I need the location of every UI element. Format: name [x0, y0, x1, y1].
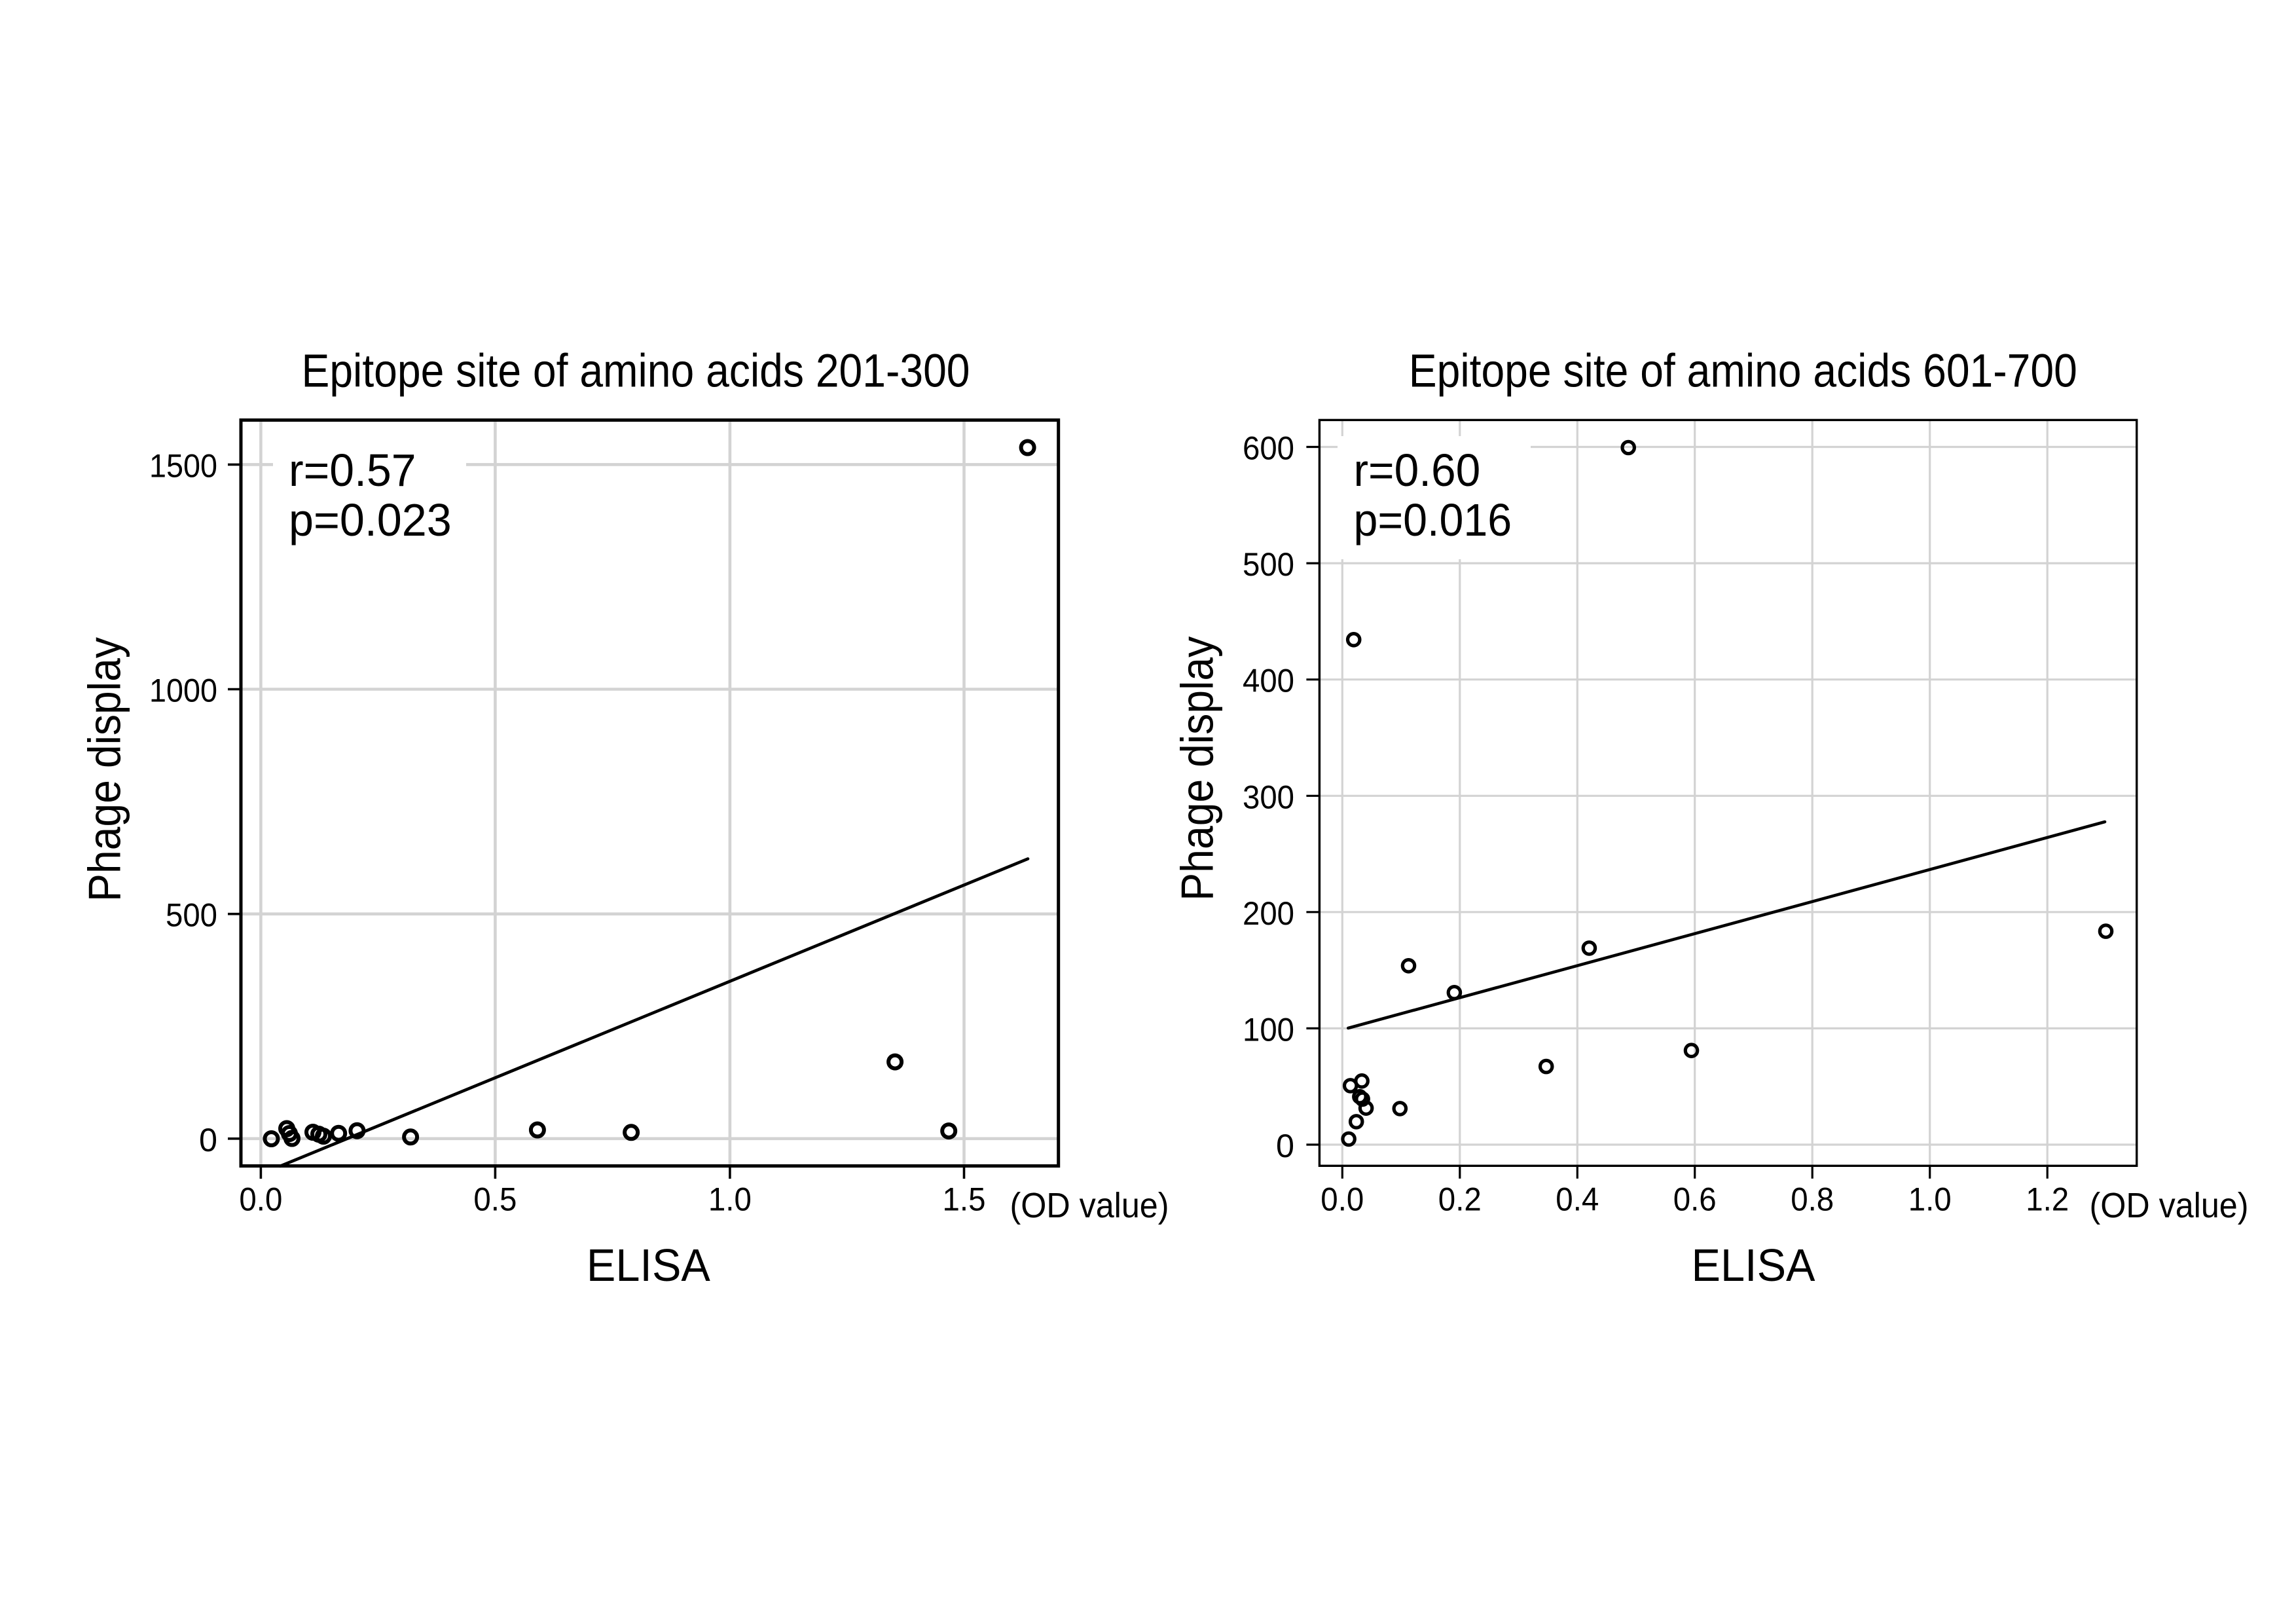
svg-text:Epitope site of amino acids 60: Epitope site of amino acids 601-700: [1409, 346, 2077, 397]
svg-text:ELISA: ELISA: [587, 1240, 710, 1291]
svg-text:500: 500: [166, 897, 217, 934]
svg-text:(OD value): (OD value): [1010, 1186, 1169, 1225]
svg-text:1.0: 1.0: [708, 1181, 752, 1218]
svg-text:0.5: 0.5: [473, 1181, 517, 1218]
svg-text:1000: 1000: [149, 673, 217, 709]
svg-text:p=0.016: p=0.016: [1354, 494, 1512, 545]
svg-text:0.2: 0.2: [1438, 1181, 1482, 1218]
svg-text:0.0: 0.0: [1321, 1181, 1364, 1218]
svg-text:300: 300: [1243, 779, 1294, 815]
svg-text:Phage display: Phage display: [79, 637, 130, 902]
svg-text:1.5: 1.5: [943, 1181, 986, 1218]
svg-text:(OD value): (OD value): [2090, 1186, 2249, 1225]
svg-text:100: 100: [1243, 1011, 1294, 1048]
svg-text:r=0.60: r=0.60: [1354, 445, 1481, 496]
svg-text:400: 400: [1243, 663, 1294, 699]
svg-text:p=0.023: p=0.023: [289, 494, 452, 545]
svg-text:0.4: 0.4: [1556, 1181, 1599, 1218]
svg-text:1.2: 1.2: [2026, 1181, 2069, 1218]
svg-text:0.8: 0.8: [1791, 1181, 1834, 1218]
svg-text:0: 0: [1276, 1128, 1294, 1164]
svg-text:r=0.57: r=0.57: [289, 445, 416, 496]
svg-text:500: 500: [1243, 546, 1294, 583]
svg-text:1.0: 1.0: [1908, 1181, 1952, 1218]
svg-text:Phage display: Phage display: [1171, 637, 1222, 901]
svg-text:0.0: 0.0: [239, 1181, 282, 1218]
svg-text:1500: 1500: [149, 447, 217, 484]
svg-text:Epitope site of amino acids 20: Epitope site of amino acids 201-300: [302, 346, 970, 397]
svg-text:0.6: 0.6: [1673, 1181, 1717, 1218]
svg-text:0: 0: [199, 1122, 217, 1158]
svg-text:600: 600: [1243, 430, 1294, 467]
svg-text:ELISA: ELISA: [1692, 1240, 1815, 1291]
svg-text:200: 200: [1243, 895, 1294, 932]
